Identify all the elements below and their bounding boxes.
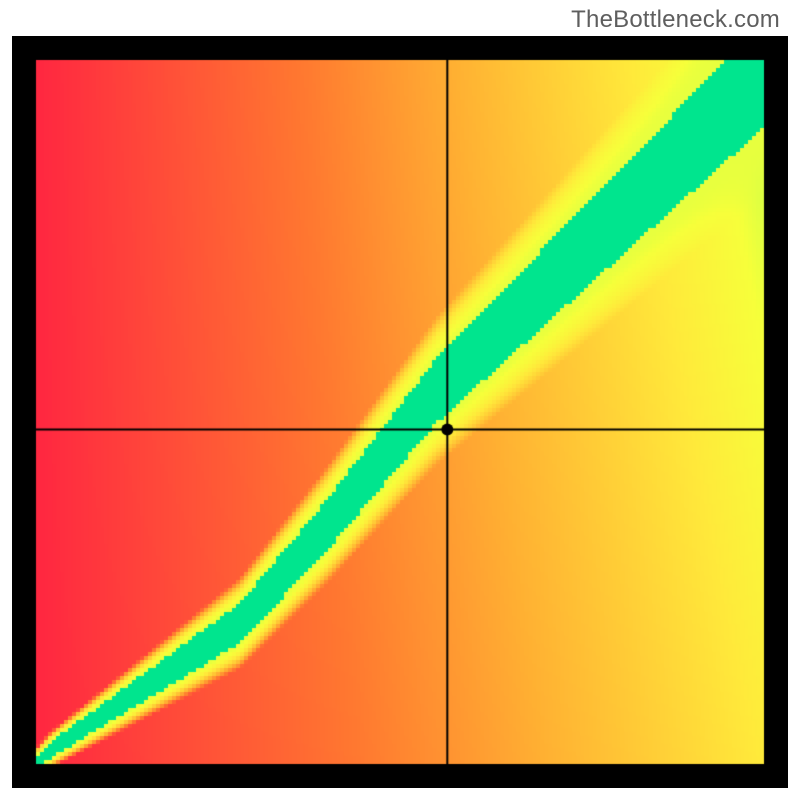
chart-container: TheBottleneck.com: [0, 0, 800, 800]
watermark-label: TheBottleneck.com: [571, 6, 780, 34]
bottleneck-heatmap: [12, 36, 788, 788]
